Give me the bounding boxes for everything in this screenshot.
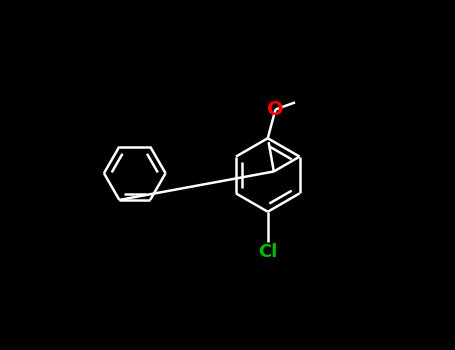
- Text: Cl: Cl: [258, 243, 278, 261]
- Text: O: O: [267, 100, 284, 119]
